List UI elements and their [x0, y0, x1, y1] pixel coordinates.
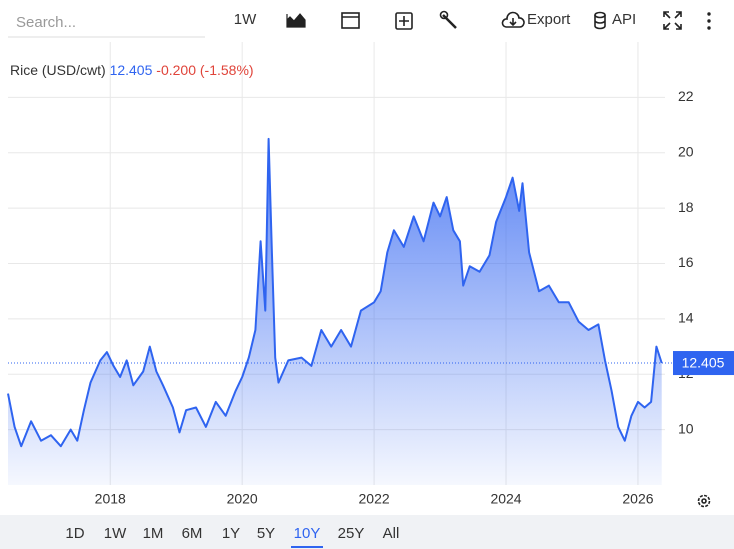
add-button[interactable] — [395, 12, 413, 30]
x-tick-label: 2026 — [622, 491, 653, 507]
gear-hole — [701, 498, 707, 504]
toolbar: Search... 1W Export API — [8, 10, 711, 38]
menu-dot — [707, 26, 711, 30]
plot-area: 201820202022202420261012141618202212.405 — [7, 42, 734, 507]
y-tick-label: 22 — [678, 88, 694, 104]
interval-button[interactable]: 1W — [234, 11, 257, 28]
y-tick-label: 14 — [678, 310, 694, 326]
area-fill — [8, 138, 662, 485]
add-icon — [395, 12, 413, 30]
calendar-button[interactable] — [341, 12, 360, 29]
api-icon — [594, 11, 606, 19]
range-button[interactable]: 6M — [182, 525, 203, 542]
last-value: 12.405 — [110, 62, 153, 78]
x-tick-label: 2022 — [359, 491, 390, 507]
change: -0.200 — [156, 62, 196, 78]
api-button[interactable]: API — [594, 11, 636, 30]
fullscreen-icon — [663, 11, 682, 30]
fullscreen-button[interactable] — [663, 11, 682, 30]
gear-button[interactable] — [697, 494, 711, 508]
api-label: API — [612, 11, 636, 28]
wrench-icon — [442, 14, 457, 29]
range-button[interactable]: 1D — [65, 525, 84, 542]
chart-header: Rice (USD/cwt) 12.405 -0.200 (-1.58%) — [10, 62, 254, 78]
range-button[interactable]: 1W — [104, 525, 127, 542]
range-button[interactable]: All — [383, 525, 400, 542]
wrench-head — [439, 10, 449, 20]
menu-dot — [707, 19, 711, 23]
menu-button[interactable] — [707, 12, 711, 30]
chart-title: Rice (USD/cwt) 12.405 -0.200 (-1.58%) — [10, 62, 254, 78]
search-box[interactable]: Search... — [16, 14, 76, 31]
settings-button[interactable] — [439, 10, 457, 29]
menu-dot — [707, 12, 711, 16]
range-bar — [0, 515, 734, 549]
x-tick-label: 2020 — [227, 491, 258, 507]
range-button[interactable]: 1M — [143, 525, 164, 542]
change-percent: (-1.58%) — [200, 62, 254, 78]
range-button[interactable]: 10Y — [294, 525, 321, 542]
last-value-badge — [673, 351, 734, 376]
y-tick-label: 20 — [678, 143, 694, 159]
range-button[interactable]: 25Y — [338, 525, 365, 542]
add-icon-plus — [399, 16, 409, 26]
api-icon-body — [594, 15, 606, 30]
x-tick-label: 2018 — [95, 491, 126, 507]
title-text: Rice (USD/cwt) — [10, 62, 106, 78]
export-button[interactable]: Export — [501, 11, 571, 28]
export-label: Export — [527, 11, 571, 28]
range-button[interactable]: 5Y — [257, 525, 275, 542]
calendar-icon — [341, 12, 360, 29]
price-line — [7, 137, 663, 448]
range-button[interactable]: 1Y — [222, 525, 240, 542]
x-tick-label: 2024 — [490, 491, 521, 507]
y-tick-label: 10 — [678, 420, 694, 436]
y-tick-label: 16 — [678, 254, 694, 270]
export-icon — [501, 11, 525, 28]
gear-icon — [697, 494, 711, 508]
chart-type-button[interactable] — [286, 13, 306, 28]
chart-type-icon — [286, 13, 306, 28]
last-value-label: 12.405 — [682, 355, 725, 371]
y-tick-label: 18 — [678, 199, 694, 215]
